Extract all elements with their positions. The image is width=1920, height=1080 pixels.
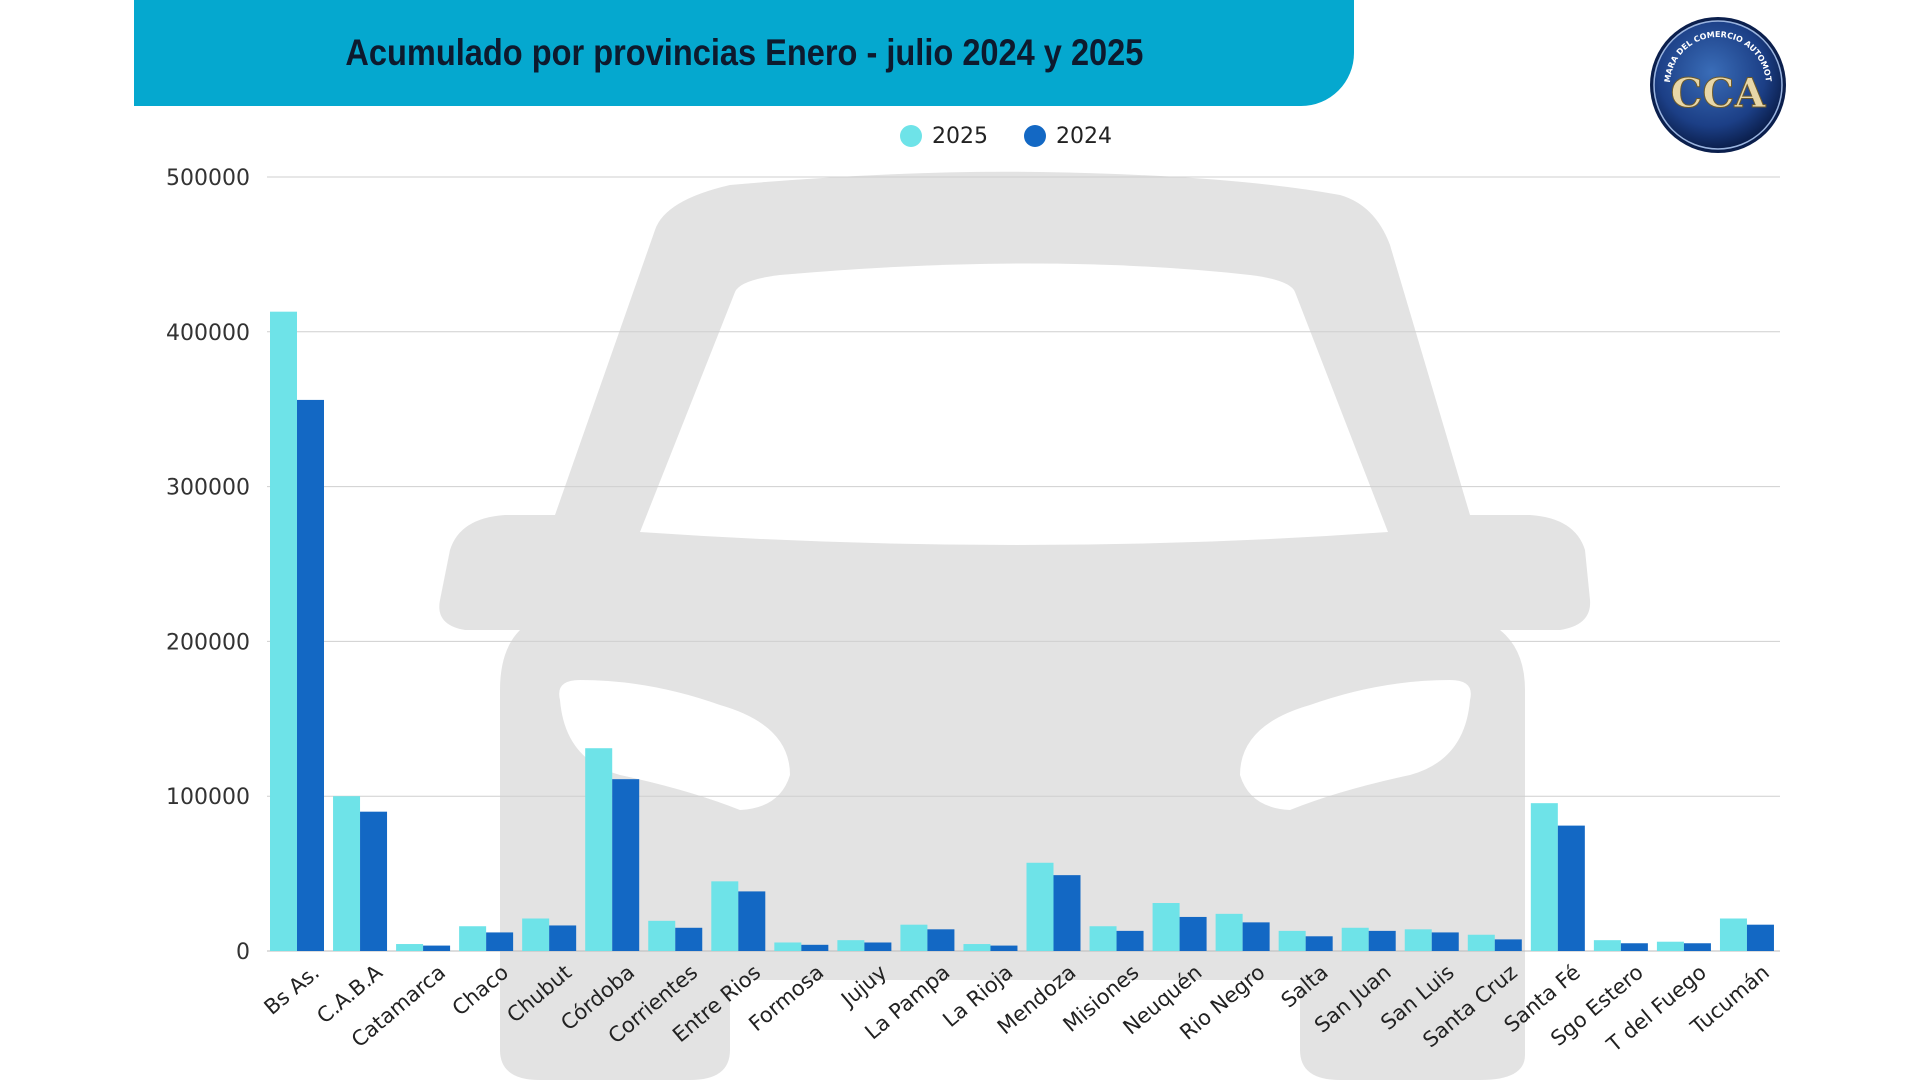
bar-2024-4 [549,925,577,951]
bar-2025-0 [270,311,297,951]
bar-2024-13 [1116,930,1144,951]
chart-title: Acumulado por provincias Enero - julio 2… [345,32,1143,73]
bar-2024-15 [1242,922,1270,951]
bar-2024-21 [1620,943,1648,951]
bar-2025-13 [1089,926,1117,951]
bar-2024-11 [990,945,1018,951]
bar-2025-22 [1656,941,1684,951]
bar-2025-2 [396,944,424,951]
bar-2025-18 [1404,929,1432,951]
bar-2025-6 [648,920,676,951]
legend-item-2025: 2025 [900,124,988,149]
y-tick-label: 500000 [166,166,250,191]
bar-2024-19 [1494,939,1522,951]
bar-2024-8 [801,944,829,951]
bar-2025-12 [1026,862,1054,951]
bar-2025-19 [1467,934,1495,951]
bar-2024-1 [360,811,388,951]
bar-2025-11 [963,944,991,951]
bar-2024-6 [675,927,703,951]
bar-2025-5 [585,748,613,951]
y-tick-label: 200000 [166,630,250,655]
y-tick-label: 100000 [166,785,250,810]
y-tick-label: 400000 [166,321,250,346]
y-tick-label: 0 [236,940,250,965]
bar-2025-9 [837,940,865,951]
bar-2025-14 [1152,903,1180,951]
bar-2024-2 [423,945,451,951]
bar-2025-15 [1215,913,1243,951]
bar-2024-20 [1557,825,1585,951]
bars [270,311,1774,951]
bar-2025-16 [1278,930,1306,951]
bar-2024-9 [864,942,892,951]
bar-2025-10 [900,924,928,951]
logo-letters: CCA [1671,70,1767,117]
bar-2024-16 [1305,936,1333,951]
bar-2025-3 [459,926,487,951]
bar-2025-8 [774,942,802,951]
bar-2025-4 [522,918,550,951]
bar-2024-5 [612,779,640,951]
bar-2024-10 [927,929,955,951]
bar-2024-0 [297,399,324,951]
bar-2024-17 [1368,930,1396,951]
bar-2024-14 [1179,916,1207,951]
legend-item-2024: 2024 [1024,124,1112,149]
bar-2025-7 [711,881,739,951]
bar-2025-21 [1593,940,1621,951]
bar-2025-20 [1530,803,1558,951]
gridlines [267,176,1780,952]
legend: 2025 2024 [900,118,1112,154]
bar-2024-23 [1746,924,1774,951]
bar-2025-23 [1719,918,1747,951]
legend-swatch-2025 [900,125,922,147]
bar-2024-22 [1683,943,1711,951]
legend-label-2024: 2024 [1056,123,1112,149]
bar-2024-18 [1431,932,1459,951]
bar-2024-7 [738,891,766,951]
bar-2025-17 [1341,927,1369,951]
cca-logo-icon: CAMARA DEL COMERCIO AUTOMOTOR CCA [1648,15,1786,153]
bar-2024-3 [486,932,514,951]
bar-2024-12 [1053,875,1081,951]
y-tick-label: 300000 [166,476,250,501]
legend-swatch-2024 [1024,125,1046,147]
legend-label-2025: 2025 [932,123,988,149]
title-banner: Acumulado por provincias Enero - julio 2… [134,0,1354,106]
car-watermark-icon [439,171,1591,1080]
bar-2025-1 [333,796,361,951]
y-axis: 0 100000 200000 300000 400000 500000 [166,166,250,965]
